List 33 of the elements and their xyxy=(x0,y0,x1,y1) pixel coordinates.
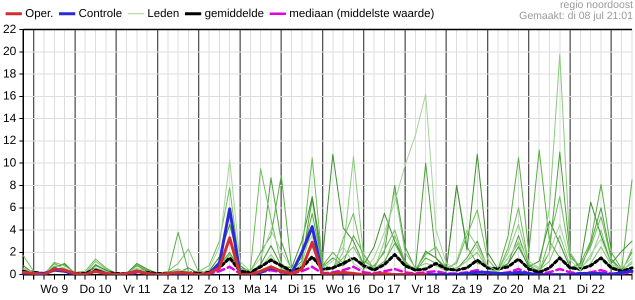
x-tick-label: Zo 13 xyxy=(204,282,236,296)
x-tick-label: Vr 11 xyxy=(123,282,151,296)
x-tick-label: Ma 21 xyxy=(532,282,566,296)
x-tick-label: Wo 9 xyxy=(40,282,69,296)
x-tick-label: Wo 16 xyxy=(326,282,361,296)
y-tick-label: 16 xyxy=(2,88,17,103)
x-tick-label: Di 22 xyxy=(576,282,606,296)
x-tick-label: Zo 20 xyxy=(492,282,524,296)
legend-label: Leden xyxy=(147,8,180,20)
x-tick-label: Vr 18 xyxy=(412,282,440,296)
y-tick-label: 0 xyxy=(10,266,17,281)
x-tick-label: Za 12 xyxy=(162,282,194,296)
x-tick-label: Do 10 xyxy=(80,282,112,296)
y-tick-label: 4 xyxy=(10,222,17,236)
x-tick-label: Do 17 xyxy=(368,282,401,296)
y-tick-label: 22 xyxy=(2,22,17,36)
legend-label: Oper. xyxy=(25,8,54,20)
x-tick-label: Za 19 xyxy=(452,282,483,296)
x-tick-label: Ma 14 xyxy=(244,282,278,296)
y-tick-label: 20 xyxy=(2,44,17,58)
y-tick-label: 12 xyxy=(2,133,17,148)
legend-label: gemiddelde xyxy=(204,8,264,20)
y-tick-label: 14 xyxy=(2,110,17,125)
y-tick-label: 18 xyxy=(2,66,17,80)
legend-label: mediaan (middelste waarde) xyxy=(289,8,435,20)
legend-label: Controle xyxy=(78,8,122,20)
y-tick-label: 10 xyxy=(2,156,17,170)
x-tick-label: Di 15 xyxy=(288,282,316,296)
y-tick-label: 2 xyxy=(10,244,17,259)
y-tick-label: 8 xyxy=(10,178,17,192)
text: regio noordoost xyxy=(559,0,633,11)
text: Gemaakt: di 08 jul 21:01 xyxy=(519,10,633,22)
y-tick-label: 6 xyxy=(10,200,17,214)
